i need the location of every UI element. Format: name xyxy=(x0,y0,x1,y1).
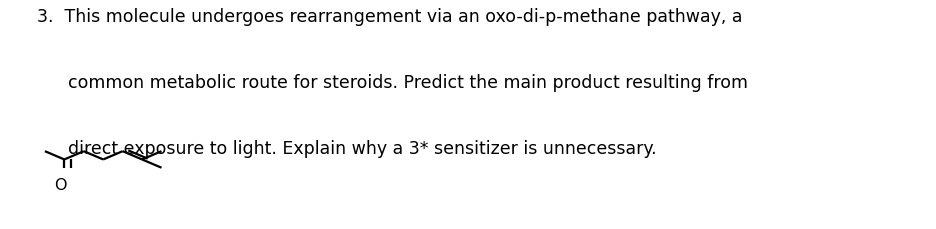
Text: O: O xyxy=(54,177,66,192)
Text: common metabolic route for steroids. Predict the main product resulting from: common metabolic route for steroids. Pre… xyxy=(68,74,748,92)
Text: direct exposure to light. Explain why a 3* sensitizer is unnecessary.: direct exposure to light. Explain why a … xyxy=(68,139,657,157)
Text: 3.  This molecule undergoes rearrangement via an oxo-di-p-methane pathway, a: 3. This molecule undergoes rearrangement… xyxy=(37,8,742,26)
